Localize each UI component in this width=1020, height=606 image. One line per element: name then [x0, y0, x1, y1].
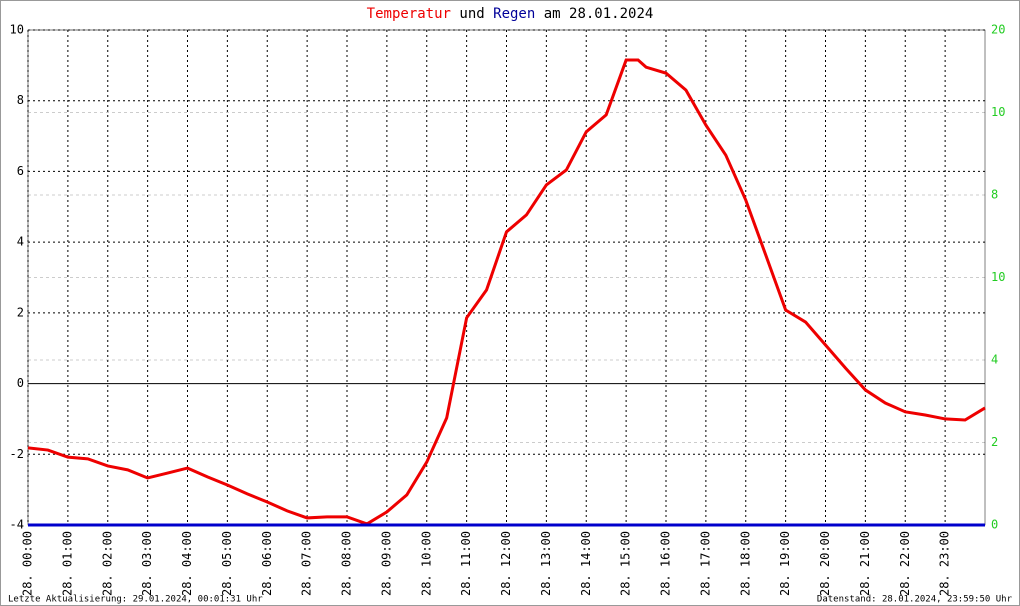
x-tick-label: 28. 01:00 — [60, 531, 74, 596]
x-tick-label: 28. 12:00 — [499, 531, 513, 596]
chart-title: Temperatur und Regen am 28.01.2024 — [367, 6, 654, 22]
series-line — [27, 58, 986, 526]
y2-tick-label: 2 — [991, 435, 998, 449]
x-tick-label: 28. 23:00 — [938, 531, 952, 596]
y-tick-label: 0 — [17, 376, 24, 390]
footer-left: Letzte Aktualisierung: 29.01.2024, 00:01… — [8, 595, 263, 605]
y-tick-label: 2 — [17, 305, 24, 319]
x-tick-label: 28. 14:00 — [579, 531, 593, 596]
x-tick-label: 28. 22:00 — [898, 531, 912, 596]
x-tick-label: 28. 15:00 — [619, 531, 633, 596]
x-tick-label: 28. 09:00 — [379, 531, 393, 596]
y-tick-label: 6 — [17, 164, 24, 178]
y-tick-label: 10 — [10, 23, 24, 37]
footer-right: Datenstand: 28.01.2024, 23:59:50 Uhr — [817, 595, 1013, 605]
x-tick-label: 28. 04:00 — [180, 531, 194, 596]
x-tick-label: 28. 11:00 — [459, 531, 473, 596]
x-tick-label: 28. 06:00 — [260, 531, 274, 596]
title-part: und — [459, 6, 484, 22]
x-tick-label: 28. 02:00 — [100, 531, 114, 596]
y2-tick-label: 4 — [991, 353, 998, 367]
title-part: Temperatur — [367, 6, 451, 22]
x-tick-label: 28. 08:00 — [340, 531, 354, 596]
y2-tick-label: 8 — [991, 188, 998, 202]
title-part: am 28.01.2024 — [544, 6, 654, 22]
x-tick-label: 28. 21:00 — [858, 531, 872, 596]
y2-tick-label: 0 — [991, 518, 998, 532]
x-tick-label: 28. 07:00 — [300, 531, 314, 596]
title-part: Regen — [493, 6, 535, 22]
x-tick-label: 28. 13:00 — [539, 531, 553, 596]
x-tick-label: 28. 05:00 — [220, 531, 234, 596]
y-tick-label: 4 — [17, 235, 24, 249]
x-tick-label: 28. 18:00 — [738, 531, 752, 596]
x-tick-label: 28. 20:00 — [818, 531, 832, 596]
x-tick-label: 28. 16:00 — [659, 531, 673, 596]
x-tick-label: 28. 19:00 — [778, 531, 792, 596]
y2-tick-label: 10 — [991, 270, 1005, 284]
y2-tick-label: 20 — [991, 23, 1005, 37]
x-tick-label: 28. 00:00 — [21, 531, 35, 596]
x-tick-label: 28. 17:00 — [698, 531, 712, 596]
y-tick-label: -4 — [10, 518, 24, 532]
y-tick-label: 8 — [17, 93, 24, 107]
y-tick-label: -2 — [10, 447, 24, 461]
y2-tick-label: 10 — [991, 105, 1005, 119]
x-tick-label: 28. 03:00 — [140, 531, 154, 596]
x-tick-label: 28. 10:00 — [419, 531, 433, 596]
